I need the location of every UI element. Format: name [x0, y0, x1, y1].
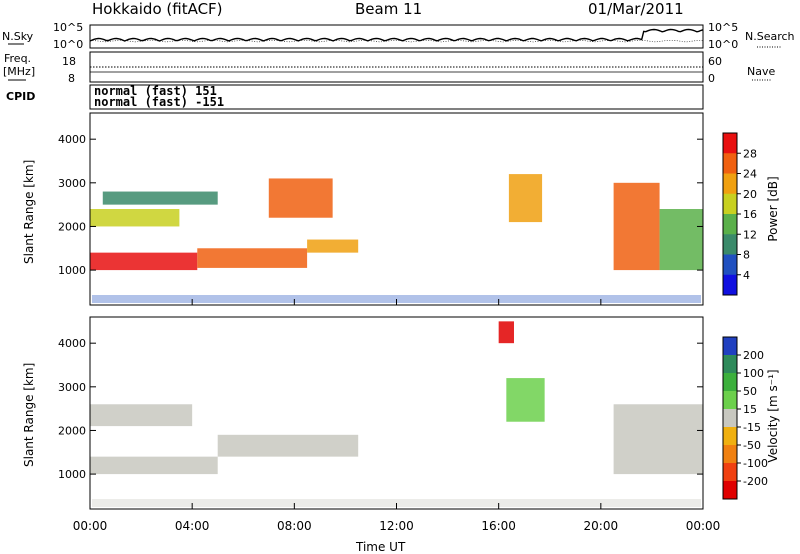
power-colorbar-segment: [723, 254, 737, 276]
power-colorbar-segment: [723, 153, 737, 174]
time-ut-label: Time UT: [356, 540, 406, 554]
freq-tick-top: 18: [62, 55, 76, 68]
power-ytick-label: 1000: [58, 264, 86, 277]
power-colorbar-segment: [723, 234, 737, 255]
power-colorbar-label: Power [dB]: [766, 176, 780, 242]
cpid-line-1: normal (fast) 151: [94, 84, 217, 98]
date-title: 01/Mar/2011: [588, 0, 684, 18]
velocity-colorbar-label: Velocity [m s⁻¹]: [766, 369, 780, 463]
time-tick-label: 00:00: [686, 519, 721, 533]
noise-tick-right-bottom: 10^0: [708, 38, 739, 51]
velocity-colorbar-segment: [723, 463, 737, 482]
velocity-ytick-label: 3000: [58, 381, 86, 394]
velocity-echo-region: [90, 404, 193, 427]
cpid-line-2: normal (fast) -151: [94, 95, 225, 109]
beam-title: Beam 11: [355, 0, 423, 18]
velocity-echo-region: [498, 321, 514, 344]
velocity-echo-region: [217, 434, 359, 457]
power-ylabel: Slant Range [km]: [22, 159, 36, 264]
power-echo-region: [197, 248, 308, 268]
power-colorbar-tick-label: 16: [743, 208, 757, 221]
power-echo-region: [90, 252, 198, 271]
velocity-colorbar-tick-label: -15: [743, 421, 761, 434]
velocity-colorbar-segment: [723, 373, 737, 392]
freq-label-line1: Freq.: [4, 52, 32, 65]
time-tick-label: 04:00: [175, 519, 210, 533]
time-tick-label: 08:00: [277, 519, 312, 533]
velocity-colorbar-tick-label: 100: [743, 367, 764, 380]
noise-sky-trace: [89, 28, 704, 42]
station-title: Hokkaido (fitACF): [92, 0, 223, 18]
cpid-panel-frame: [89, 84, 704, 110]
power-echo-region: [508, 174, 543, 223]
power-ytick-label: 4000: [58, 133, 86, 146]
velocity-echo-region: [90, 456, 218, 475]
velocity-colorbar: [722, 336, 741, 500]
time-tick-label: 20:00: [584, 519, 619, 533]
noise-tick-left-bottom: 10^0: [53, 38, 84, 51]
power-echo-region: [90, 209, 180, 227]
power-colorbar-tick-label: 20: [743, 188, 757, 201]
velocity-colorbar-tick-label: -100: [743, 457, 768, 470]
power-colorbar-tick-label: 28: [743, 147, 757, 160]
velocity-colorbar-tick-label: 15: [743, 403, 757, 416]
power-echo-region: [659, 209, 703, 271]
power-colorbar: [722, 132, 741, 296]
power-echo-region: [268, 178, 333, 218]
velocity-ytick-label: 4000: [58, 337, 86, 350]
noise-search-label: N.Search: [745, 30, 795, 43]
velocity-colorbar-tick-label: -50: [743, 439, 761, 452]
velocity-colorbar-segment: [723, 337, 737, 356]
power-colorbar-tick-label: 24: [743, 168, 757, 181]
velocity-colorbar-segment: [723, 481, 737, 500]
velocity-colorbar-segment: [723, 355, 737, 374]
cpid-label: CPID: [6, 90, 36, 103]
power-colorbar-tick-label: 4: [743, 269, 750, 282]
velocity-colorbar-segment: [723, 409, 737, 428]
power-colorbar-segment: [723, 214, 737, 235]
velocity-panel: [89, 316, 704, 510]
power-colorbar-segment: [723, 133, 737, 154]
velocity-echo-region: [506, 378, 545, 422]
nave-tick-top: 60: [708, 55, 722, 68]
velocity-colorbar-tick-label: -200: [743, 475, 768, 488]
power-echo-region: [307, 239, 359, 253]
velocity-colorbar-tick-label: 50: [743, 385, 757, 398]
nave-label: Nave: [747, 65, 776, 78]
power-colorbar-tick-label: 8: [743, 249, 750, 262]
velocity-ytick-label: 2000: [58, 424, 86, 437]
velocity-colorbar-frame: [722, 336, 738, 500]
noise-tick-left-top: 10^5: [53, 21, 84, 34]
velocity-ylabel: Slant Range [km]: [22, 362, 36, 467]
power-ytick-label: 3000: [58, 177, 86, 190]
velocity-colorbar-tick-label: 200: [743, 349, 764, 362]
power-echo-region: [613, 182, 660, 271]
power-echo-region: [102, 191, 218, 205]
noise-search-trace: [90, 40, 703, 43]
power-colorbar-segment: [723, 193, 737, 215]
time-tick-label: 12:00: [379, 519, 414, 533]
time-tick-label: 16:00: [481, 519, 516, 533]
velocity-colorbar-segment: [723, 391, 737, 410]
freq-label-line2: [MHz]: [3, 65, 36, 78]
velocity-echo-region: [613, 404, 703, 475]
nave-tick-bottom: 0: [708, 72, 715, 85]
power-colorbar-tick-label: 12: [743, 228, 757, 241]
power-frame: [89, 112, 704, 306]
noise-panel-frame: [89, 24, 704, 49]
velocity-colorbar-segment: [723, 427, 737, 446]
power-ytick-label: 2000: [58, 220, 86, 233]
velocity-colorbar-segment: [723, 445, 737, 464]
power-colorbar-segment: [723, 173, 737, 195]
power-panel: [89, 112, 704, 306]
time-tick-label: 00:00: [73, 519, 108, 533]
noise-sky-label: N.Sky: [2, 30, 34, 43]
power-colorbar-segment: [723, 274, 737, 296]
noise-tick-right-top: 10^5: [708, 21, 739, 34]
freq-tick-bottom: 8: [68, 72, 75, 85]
velocity-ytick-label: 1000: [58, 468, 86, 481]
